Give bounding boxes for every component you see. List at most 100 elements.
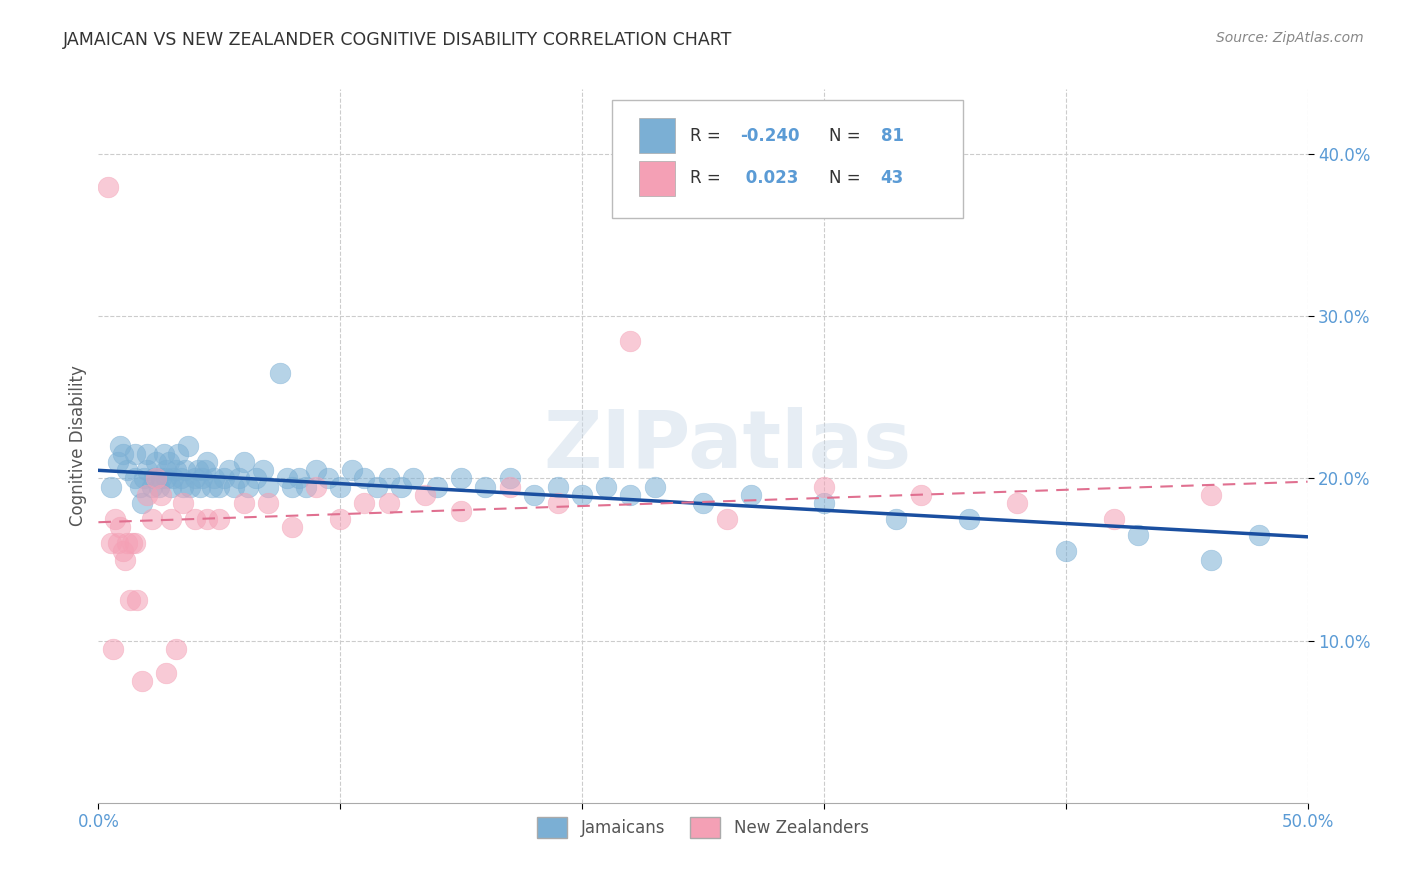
Point: [104, 512, 127, 526]
Point: [377, 496, 399, 510]
Point: [204, 471, 226, 485]
Point: [402, 471, 425, 485]
Point: [1249, 528, 1271, 542]
Point: [152, 447, 174, 461]
Point: [118, 593, 141, 607]
Point: [160, 512, 183, 526]
Point: [201, 479, 224, 493]
Point: [232, 455, 254, 469]
Point: [172, 479, 194, 493]
Point: [498, 479, 520, 493]
Point: [256, 479, 278, 493]
Point: [342, 463, 364, 477]
Text: ZIPatlas: ZIPatlas: [543, 407, 911, 485]
Point: [1199, 552, 1222, 566]
Text: N =: N =: [828, 127, 866, 145]
Legend: Jamaicans, New Zealanders: Jamaicans, New Zealanders: [530, 811, 876, 845]
Point: [169, 471, 191, 485]
Point: [329, 479, 352, 493]
Point: [114, 552, 136, 566]
Point: [222, 479, 245, 493]
Point: [145, 471, 167, 485]
Y-axis label: Cognitive Disability: Cognitive Disability: [69, 366, 87, 526]
Point: [188, 479, 211, 493]
Point: [117, 463, 139, 477]
Point: [353, 471, 375, 485]
Point: [208, 479, 231, 493]
Point: [194, 463, 217, 477]
Point: [148, 479, 170, 493]
Text: N =: N =: [828, 169, 866, 187]
Point: [547, 496, 569, 510]
Point: [150, 471, 173, 485]
Text: R =: R =: [690, 127, 725, 145]
Text: -0.240: -0.240: [741, 127, 800, 145]
Point: [195, 455, 218, 469]
Point: [101, 641, 124, 656]
Point: [498, 471, 520, 485]
Point: [212, 471, 235, 485]
Point: [228, 471, 250, 485]
Point: [111, 544, 134, 558]
Point: [107, 455, 129, 469]
Point: [141, 512, 163, 526]
Point: [184, 512, 207, 526]
Point: [100, 479, 122, 493]
Point: [131, 496, 153, 510]
FancyBboxPatch shape: [638, 161, 675, 195]
Point: [523, 488, 546, 502]
Point: [155, 666, 177, 681]
Point: [413, 488, 436, 502]
Point: [595, 479, 617, 493]
Point: [232, 496, 254, 510]
Point: [165, 463, 187, 477]
Point: [117, 536, 139, 550]
Point: [141, 479, 163, 493]
Text: Source: ZipAtlas.com: Source: ZipAtlas.com: [1216, 31, 1364, 45]
Point: [281, 520, 304, 534]
Point: [167, 447, 190, 461]
Point: [108, 439, 131, 453]
Point: [131, 674, 153, 689]
Point: [450, 471, 472, 485]
Point: [474, 479, 496, 493]
Point: [547, 479, 569, 493]
Point: [644, 479, 666, 493]
Point: [329, 512, 352, 526]
Point: [135, 463, 157, 477]
Text: 0.023: 0.023: [741, 169, 799, 187]
Point: [353, 496, 375, 510]
Point: [281, 479, 304, 493]
Point: [121, 536, 143, 550]
Point: [295, 479, 318, 493]
Point: [107, 536, 129, 550]
Point: [187, 463, 209, 477]
Point: [124, 471, 146, 485]
Text: 81: 81: [880, 127, 904, 145]
Point: [813, 479, 835, 493]
Point: [172, 496, 194, 510]
Text: R =: R =: [690, 169, 725, 187]
Point: [177, 439, 200, 453]
Point: [692, 496, 714, 510]
Point: [143, 471, 166, 485]
Point: [135, 447, 157, 461]
Point: [150, 488, 173, 502]
Point: [740, 488, 762, 502]
Point: [245, 471, 267, 485]
Point: [377, 471, 399, 485]
Point: [305, 463, 328, 477]
Point: [155, 463, 177, 477]
Point: [276, 471, 298, 485]
Point: [256, 496, 278, 510]
Point: [195, 512, 218, 526]
Point: [269, 366, 291, 380]
Point: [366, 479, 388, 493]
Point: [157, 455, 180, 469]
Point: [124, 536, 146, 550]
Point: [426, 479, 449, 493]
Point: [957, 512, 980, 526]
Point: [162, 471, 184, 485]
Point: [208, 512, 231, 526]
Point: [127, 593, 149, 607]
